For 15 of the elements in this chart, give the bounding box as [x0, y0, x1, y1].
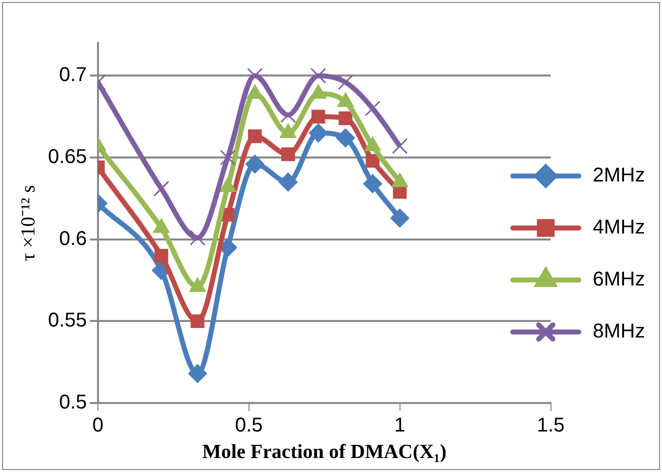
x-tick-label: 0 — [92, 414, 104, 437]
x-tick-label: 1.5 — [536, 414, 565, 437]
legend-label: 4MHz — [592, 216, 646, 239]
x-tick-label: 0.5 — [234, 414, 263, 437]
y-tick-label: 0.7 — [59, 64, 87, 86]
legend-label: 8MHz — [592, 320, 646, 343]
y-tick-label: 0.6 — [59, 228, 87, 250]
legend-label: 6MHz — [592, 268, 646, 291]
x-tick-label: 1 — [394, 414, 406, 437]
y-tick-label: 0.65 — [48, 146, 87, 168]
y-tick-label: 0.55 — [48, 310, 87, 332]
legend-label: 2MHz — [592, 164, 646, 187]
y-tick-label: 0.5 — [59, 392, 87, 414]
y-axis-title: τ ×10⁻¹² s — [17, 184, 40, 262]
x-axis-title: Mole Fraction of DMAC(X₁) — [202, 441, 446, 464]
